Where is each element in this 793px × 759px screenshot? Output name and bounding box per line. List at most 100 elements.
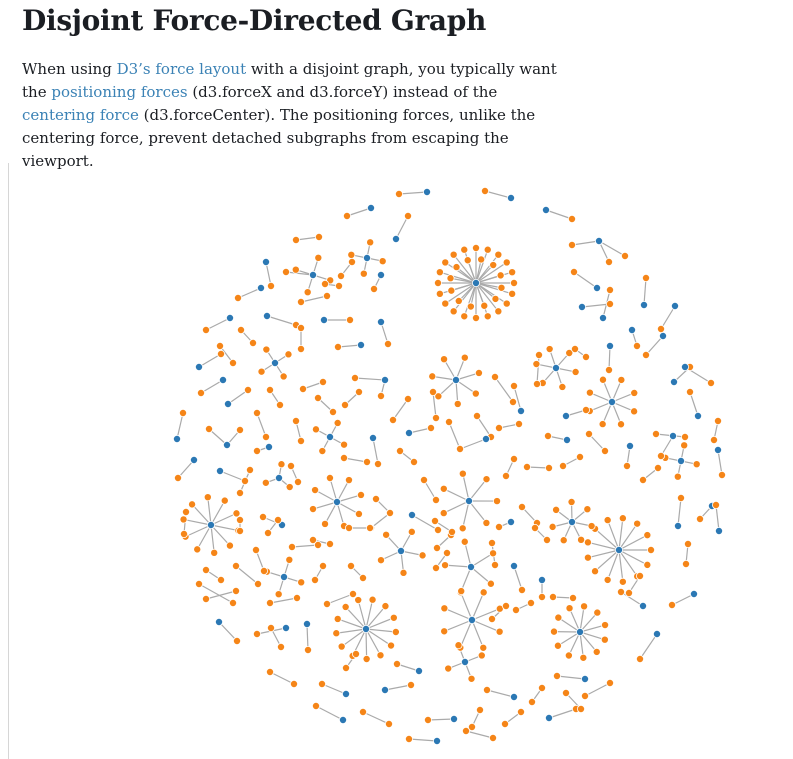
- graph-node-324[interactable]: [617, 588, 626, 597]
- graph-node-104[interactable]: [434, 392, 443, 401]
- graph-node-220[interactable]: [189, 455, 198, 464]
- graph-node-206[interactable]: [266, 281, 275, 290]
- graph-node-16[interactable]: [483, 245, 492, 254]
- graph-node-270[interactable]: [253, 580, 262, 589]
- graph-node-123[interactable]: [492, 497, 501, 506]
- graph-node-339[interactable]: [714, 416, 723, 425]
- graph-node-374[interactable]: [508, 397, 517, 406]
- graph-node-65[interactable]: [188, 500, 197, 509]
- graph-node-371[interactable]: [509, 381, 518, 390]
- graph-node-79[interactable]: [603, 516, 612, 525]
- graph-node-116[interactable]: [552, 363, 561, 372]
- graph-node-328[interactable]: [684, 540, 693, 549]
- graph-node-425[interactable]: [509, 562, 518, 571]
- graph-node-50[interactable]: [564, 651, 573, 660]
- graph-node-314[interactable]: [581, 675, 590, 684]
- graph-node-96[interactable]: [309, 505, 318, 514]
- graph-node-10[interactable]: [433, 278, 442, 287]
- graph-node-73[interactable]: [618, 577, 627, 586]
- graph-node-185[interactable]: [454, 641, 463, 650]
- graph-node-122[interactable]: [482, 475, 491, 484]
- force-graph[interactable]: [0, 160, 793, 759]
- graph-node-103[interactable]: [453, 399, 462, 408]
- graph-node-22[interactable]: [480, 301, 489, 310]
- graph-node-145[interactable]: [314, 253, 323, 262]
- graph-node-54[interactable]: [565, 604, 574, 613]
- graph-node-173[interactable]: [362, 253, 371, 262]
- graph-node-473[interactable]: [369, 284, 378, 293]
- graph-node-256[interactable]: [261, 432, 270, 441]
- graph-node-32[interactable]: [471, 278, 480, 287]
- graph-node-450[interactable]: [273, 516, 282, 525]
- graph-node-393[interactable]: [501, 471, 510, 480]
- graph-node-364[interactable]: [633, 341, 642, 350]
- graph-node-188[interactable]: [692, 460, 701, 469]
- graph-node-308[interactable]: [467, 723, 476, 732]
- graph-node-47[interactable]: [600, 635, 609, 644]
- graph-node-267[interactable]: [194, 580, 203, 589]
- graph-node-88[interactable]: [585, 388, 594, 397]
- graph-node-215[interactable]: [178, 408, 187, 417]
- graph-node-307[interactable]: [475, 706, 484, 715]
- graph-node-187[interactable]: [460, 658, 469, 667]
- graph-node-346[interactable]: [659, 331, 668, 340]
- graph-node-175[interactable]: [261, 478, 270, 487]
- graph-node-189[interactable]: [673, 472, 682, 481]
- graph-node-305[interactable]: [500, 720, 509, 729]
- graph-node-251[interactable]: [339, 453, 348, 462]
- graph-node-353[interactable]: [568, 240, 577, 249]
- graph-node-7[interactable]: [449, 307, 458, 316]
- graph-node-230[interactable]: [296, 297, 305, 306]
- graph-node-75[interactable]: [591, 567, 600, 576]
- graph-node-126[interactable]: [479, 643, 488, 652]
- graph-node-202[interactable]: [403, 211, 412, 220]
- graph-node-387[interactable]: [639, 475, 648, 484]
- graph-node-225[interactable]: [235, 425, 244, 434]
- graph-node-453[interactable]: [358, 574, 367, 583]
- graph-node-361[interactable]: [599, 313, 608, 322]
- graph-node-360[interactable]: [606, 299, 615, 308]
- graph-node-423[interactable]: [487, 539, 496, 548]
- graph-node-294[interactable]: [406, 681, 415, 690]
- graph-node-197[interactable]: [542, 205, 551, 214]
- graph-node-367[interactable]: [582, 352, 591, 361]
- graph-node-237[interactable]: [356, 340, 365, 349]
- graph-node-345[interactable]: [642, 350, 651, 359]
- graph-node-155[interactable]: [441, 561, 450, 570]
- graph-node-53[interactable]: [554, 613, 563, 622]
- graph-node-149[interactable]: [376, 556, 385, 565]
- graph-node-183[interactable]: [467, 674, 476, 683]
- graph-node-169[interactable]: [378, 257, 387, 266]
- graph-node-436[interactable]: [442, 549, 451, 558]
- graph-node-55[interactable]: [580, 602, 589, 611]
- graph-node-264[interactable]: [179, 530, 188, 539]
- graph-node-358[interactable]: [593, 283, 602, 292]
- graph-node-386[interactable]: [681, 432, 690, 441]
- graph-node-359[interactable]: [578, 302, 587, 311]
- graph-node-408[interactable]: [433, 526, 442, 535]
- graph-node-323[interactable]: [639, 602, 648, 611]
- graph-node-69[interactable]: [206, 521, 215, 530]
- graph-node-195[interactable]: [480, 186, 489, 195]
- graph-node-424[interactable]: [490, 561, 499, 570]
- graph-node-125[interactable]: [495, 627, 504, 636]
- graph-node-403[interactable]: [409, 457, 418, 466]
- graph-node-210[interactable]: [256, 283, 265, 292]
- graph-node-291[interactable]: [358, 708, 367, 717]
- graph-node-340[interactable]: [710, 435, 719, 444]
- graph-node-440[interactable]: [325, 540, 334, 549]
- graph-node-268[interactable]: [228, 599, 237, 608]
- graph-node-224[interactable]: [222, 440, 231, 449]
- graph-node-114[interactable]: [545, 345, 554, 354]
- graph-node-227[interactable]: [240, 476, 249, 485]
- graph-node-13[interactable]: [449, 250, 458, 259]
- graph-node-29[interactable]: [477, 255, 486, 264]
- graph-node-298[interactable]: [432, 737, 441, 746]
- graph-node-106[interactable]: [440, 355, 449, 364]
- graph-node-296[interactable]: [414, 667, 423, 676]
- graph-node-244[interactable]: [388, 415, 397, 424]
- graph-node-182[interactable]: [279, 573, 288, 582]
- graph-node-177[interactable]: [274, 473, 283, 482]
- graph-node-228[interactable]: [262, 311, 271, 320]
- graph-node-246[interactable]: [431, 413, 440, 422]
